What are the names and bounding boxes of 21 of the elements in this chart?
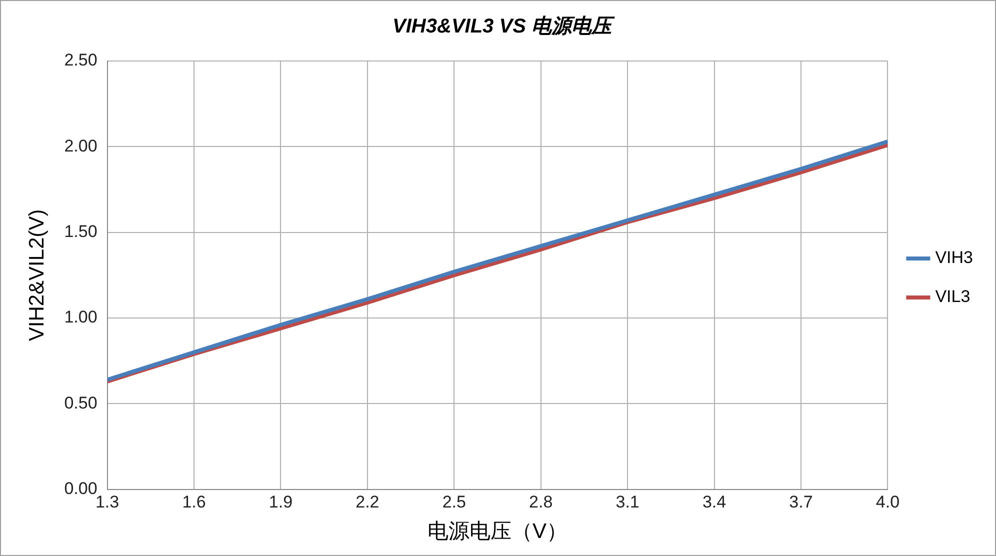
y-tick-label: 0.00 xyxy=(64,479,98,498)
y-tick-label: 0.50 xyxy=(64,393,98,412)
x-tick-label: 3.1 xyxy=(616,492,640,512)
x-tick-label: 1.9 xyxy=(268,492,293,512)
chart-title: VIH3&VIL3 VS 电源电压 xyxy=(392,16,616,38)
y-tick-label: 2.50 xyxy=(64,50,98,70)
x-axis-title: 电源电压（V） xyxy=(427,520,568,544)
x-tick-label: 3.7 xyxy=(789,492,813,512)
legend-label: VIL3 xyxy=(935,287,970,306)
x-tick-label: 4.0 xyxy=(876,492,900,512)
x-tick-label: 3.4 xyxy=(702,492,726,512)
y-tick-label: 1.50 xyxy=(64,222,98,242)
y-tick-label: 1.00 xyxy=(64,308,98,327)
y-axis-title: VIH2&VIL2(V) xyxy=(25,209,48,342)
y-tick-label: 2.00 xyxy=(64,136,98,156)
x-tick-label: 2.8 xyxy=(529,492,553,512)
x-tick-label: 1.6 xyxy=(182,492,206,512)
legend-label: VIH3 xyxy=(935,248,974,268)
x-tick-label: 2.2 xyxy=(356,492,380,512)
x-tick-label: 1.3 xyxy=(95,492,120,512)
x-tick-label: 2.5 xyxy=(442,492,466,512)
